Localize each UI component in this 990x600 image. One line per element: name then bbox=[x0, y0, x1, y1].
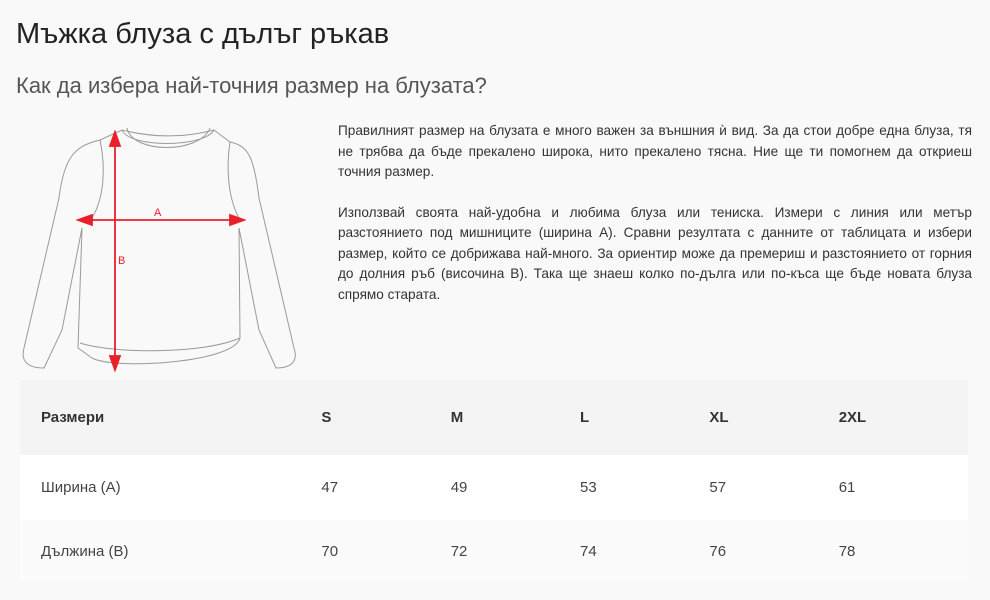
table-cell: 57 bbox=[709, 479, 727, 496]
description-paragraph: Правилният размер на блузата е много важ… bbox=[338, 123, 972, 179]
row-label: Ширина (А) bbox=[41, 479, 121, 496]
label-b: B bbox=[118, 255, 125, 267]
header-cell: M bbox=[450, 409, 464, 426]
table-row: Ширина (А) 47 49 53 57 61 bbox=[20, 455, 968, 520]
page-subtitle: Как да избера най-точния размер на блуза… bbox=[16, 73, 487, 98]
table-cell: 61 bbox=[838, 479, 856, 496]
size-table: Размери S M L XL 2XL Ширина (А) 47 49 53… bbox=[20, 380, 968, 582]
table-cell: 49 bbox=[450, 479, 468, 496]
table-header-row: Размери S M L XL 2XL bbox=[20, 380, 968, 455]
shirt-measurement-illustration: A B bbox=[22, 127, 296, 373]
page-title: Мъжка блуза с дълъг ръкав bbox=[16, 18, 390, 50]
header-cell: Размери bbox=[41, 409, 105, 426]
table-cell: 72 bbox=[450, 542, 468, 560]
row-label: Дължина (В) bbox=[41, 542, 129, 560]
header-cell: 2XL bbox=[838, 409, 867, 426]
table-cell: 74 bbox=[580, 542, 597, 560]
header-cell: XL bbox=[709, 409, 729, 426]
table-cell: 78 bbox=[838, 542, 856, 560]
table-cell: 47 bbox=[321, 479, 339, 496]
header-cell: S bbox=[321, 409, 332, 426]
table-row: Дължина (В) 70 72 74 76 78 bbox=[20, 520, 968, 582]
table-cell: 76 bbox=[709, 542, 727, 560]
header-cell: L bbox=[580, 409, 590, 426]
description-paragraph: Използвай своята най-удобна и любима блу… bbox=[338, 204, 972, 302]
label-a: A bbox=[154, 207, 162, 219]
size-guide-description: Правилният размер на блузата е много важ… bbox=[338, 121, 972, 325]
table-cell: 53 bbox=[580, 479, 597, 496]
table-cell: 70 bbox=[321, 542, 339, 560]
